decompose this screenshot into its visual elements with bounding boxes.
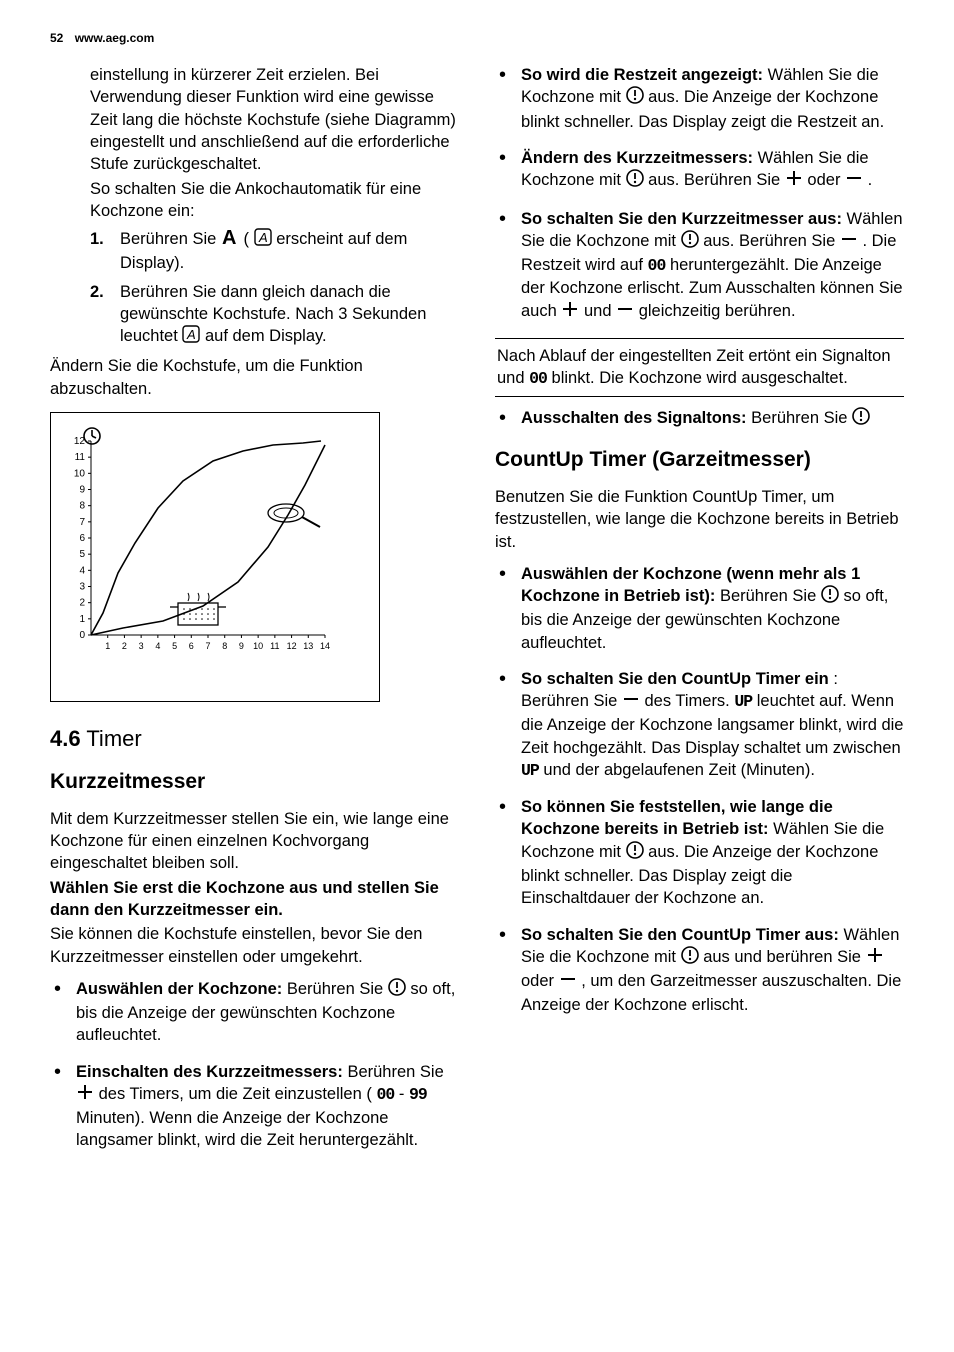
svg-text:8: 8 — [222, 641, 227, 651]
svg-text:4: 4 — [79, 565, 85, 576]
svg-text:2: 2 — [122, 641, 127, 651]
a-icon — [221, 228, 239, 252]
minus-icon — [845, 169, 863, 193]
kurz-p2: Sie können die Kochstufe einstellen, bev… — [50, 923, 459, 968]
timer-icon — [626, 169, 644, 193]
svg-text:2: 2 — [79, 598, 85, 609]
svg-text:10: 10 — [253, 641, 263, 651]
bullet-change-timer: Ändern des Kurzzeitmessers: Wählen Sie d… — [521, 147, 904, 194]
left-column: einstellung in kürzerer Zeit erzielen. B… — [50, 64, 459, 1165]
digit-00: 00 — [529, 369, 547, 388]
svg-text:11: 11 — [75, 452, 86, 463]
svg-text:4: 4 — [155, 641, 160, 651]
svg-text:1: 1 — [79, 614, 85, 625]
timer-icon — [388, 978, 406, 1002]
timer-icon — [681, 946, 699, 970]
bullet-enable-timer: Einschalten des Kurzzeitmessers: Berühre… — [76, 1061, 459, 1152]
step-1: Berühren Sie ( erscheint auf dem Display… — [120, 228, 459, 275]
minus-icon — [840, 230, 858, 254]
plus-icon — [785, 169, 803, 193]
page-number: 52 — [50, 31, 63, 45]
digit-99: 99 — [409, 1085, 427, 1104]
intro-paragraph: einstellung in kürzerer Zeit erzielen. B… — [50, 64, 459, 175]
svg-text:7: 7 — [79, 517, 85, 528]
svg-text:5: 5 — [172, 641, 177, 651]
svg-text:9: 9 — [79, 484, 85, 495]
digit-00: 00 — [648, 256, 666, 275]
step-2: Berühren Sie dann gleich danach die gewü… — [120, 281, 459, 350]
bullet-countup-off: So schalten Sie den CountUp Timer aus: W… — [521, 924, 904, 1017]
timer-icon — [681, 230, 699, 254]
svg-text:5: 5 — [79, 549, 85, 560]
bullet-countup-select: Auswählen der Kochzone (wenn mehr als 1 … — [521, 563, 904, 654]
intro-paragraph-2: So schalten Sie die Ankochautomatik für … — [50, 178, 459, 223]
svg-text:12: 12 — [287, 641, 297, 651]
svg-text:6: 6 — [189, 641, 194, 651]
bullet-remaining-time: So wird die Restzeit angezeigt: Wählen S… — [521, 64, 904, 133]
site-url: www.aeg.com — [75, 31, 155, 45]
svg-text:9: 9 — [239, 641, 244, 651]
bullet-countup-check: So können Sie feststellen, wie lange die… — [521, 796, 904, 909]
bullet-disable-timer: So schalten Sie den Kurzzeitmesser aus: … — [521, 208, 904, 324]
timer-icon — [626, 86, 644, 110]
digit-00: 00 — [376, 1085, 394, 1104]
svg-text:3: 3 — [79, 581, 85, 592]
countup-intro: Benutzen Sie die Funktion CountUp Timer,… — [495, 486, 904, 553]
minus-icon — [622, 690, 640, 714]
plus-icon — [866, 946, 884, 970]
a-box-icon — [254, 228, 272, 252]
right-column: So wird die Restzeit angezeigt: Wählen S… — [495, 64, 904, 1165]
up-indicator: UP — [734, 692, 752, 711]
svg-text:12: 12 — [74, 436, 86, 447]
svg-text:8: 8 — [79, 501, 85, 512]
up-indicator: UP — [521, 761, 539, 780]
timer-icon — [821, 585, 839, 609]
plus-icon — [76, 1083, 94, 1107]
kurz-bold-instruction: Wählen Sie erst die Kochzone aus und ste… — [50, 877, 459, 922]
after-steps-note: Ändern Sie die Kochstufe, um die Funktio… — [50, 355, 459, 400]
svg-text:14: 14 — [320, 641, 330, 651]
bullet-countup-on: So schalten Sie den CountUp Timer ein : … — [521, 668, 904, 782]
section-4-6-title: 4.6 Timer — [50, 724, 459, 754]
a-box-icon — [182, 325, 200, 349]
bullet-select-zone: Auswählen der Kochzone: Berühren Sie so … — [76, 978, 459, 1047]
svg-text:7: 7 — [205, 641, 210, 651]
svg-text:11: 11 — [270, 641, 279, 651]
kurzzeitmesser-title: Kurzzeitmesser — [50, 768, 459, 796]
signal-note-box: Nach Ablauf der eingestellten Zeit ertön… — [495, 338, 904, 398]
minus-icon — [616, 300, 634, 324]
svg-text:10: 10 — [74, 468, 86, 479]
kurz-p1: Mit dem Kurzzeitmesser stellen Sie ein, … — [50, 808, 459, 875]
svg-text:13: 13 — [303, 641, 313, 651]
bullet-stop-signal: Ausschalten des Signaltons: Berühren Sie — [521, 407, 904, 431]
svg-text:1: 1 — [105, 641, 110, 651]
timer-icon — [626, 841, 644, 865]
svg-text:0: 0 — [79, 630, 85, 641]
power-diagram: 01234567891011121234567891011121314 — [50, 412, 380, 702]
svg-text:3: 3 — [139, 641, 144, 651]
page-header: 52 www.aeg.com — [50, 30, 904, 46]
plus-icon — [561, 300, 579, 324]
minus-icon — [559, 970, 577, 994]
svg-text:6: 6 — [79, 533, 85, 544]
timer-icon — [852, 407, 870, 431]
countup-title: CountUp Timer (Garzeitmesser) — [495, 446, 904, 474]
